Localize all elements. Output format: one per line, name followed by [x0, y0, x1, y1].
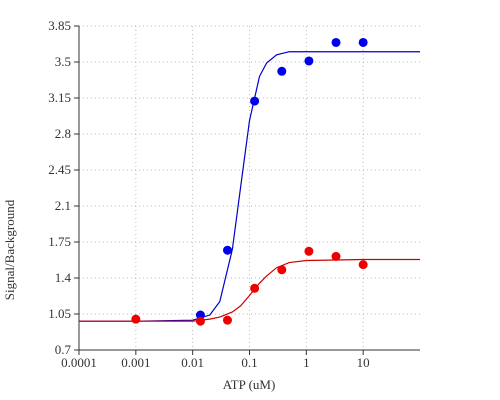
y-axis-label: Signal/Background — [2, 199, 17, 300]
y-tick-label: 3.85 — [48, 18, 71, 33]
data-point — [250, 283, 260, 293]
y-tick-label: 1.75 — [48, 234, 71, 249]
y-tick-label: 2.8 — [55, 126, 71, 141]
x-tick-label: 0.1 — [241, 355, 257, 370]
x-tick-label: 0.001 — [121, 355, 150, 370]
data-point — [331, 37, 341, 47]
y-tick-label: 3.15 — [48, 90, 71, 105]
y-tick-label: 1.4 — [55, 270, 72, 285]
data-point — [358, 260, 368, 270]
data-point — [195, 316, 205, 326]
data-point — [131, 314, 141, 324]
data-point — [304, 246, 314, 256]
data-point — [277, 265, 287, 275]
y-tick-label: 0.7 — [55, 342, 72, 357]
data-point — [358, 37, 368, 47]
x-tick-label: 10 — [357, 355, 370, 370]
x-tick-label: 0.01 — [181, 355, 204, 370]
data-point — [331, 251, 341, 261]
y-tick-label: 2.1 — [55, 198, 71, 213]
x-axis-label: ATP (uM) — [223, 377, 276, 392]
y-tick-label: 3.5 — [55, 54, 71, 69]
x-tick-label: 0.0001 — [61, 355, 97, 370]
y-tick-label: 1.05 — [48, 306, 71, 321]
data-point — [250, 96, 260, 106]
data-point — [277, 66, 287, 76]
data-point — [304, 56, 314, 66]
x-tick-label: 1 — [303, 355, 310, 370]
data-point — [222, 245, 232, 255]
data-point — [195, 310, 205, 320]
y-tick-label: 2.45 — [48, 162, 71, 177]
data-point — [222, 315, 232, 325]
